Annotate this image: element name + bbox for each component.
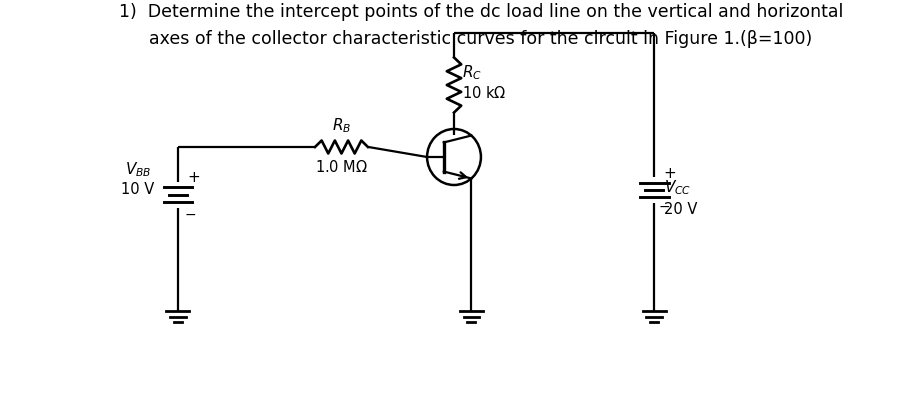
Text: −: − xyxy=(659,200,670,214)
Text: +: + xyxy=(187,171,200,185)
Text: 10 k$\Omega$: 10 k$\Omega$ xyxy=(462,85,506,101)
Text: 1.0 M$\Omega$: 1.0 M$\Omega$ xyxy=(315,159,368,175)
Text: $R_B$: $R_B$ xyxy=(332,116,351,135)
Text: 1)  Determine the intercept points of the dc load line on the vertical and horiz: 1) Determine the intercept points of the… xyxy=(119,3,843,21)
Text: 20 V: 20 V xyxy=(664,202,697,217)
Text: axes of the collector characteristic curves for the circuit in Figure 1.(β=100): axes of the collector characteristic cur… xyxy=(149,30,812,48)
Text: +: + xyxy=(664,166,677,181)
Text: $V_{CC}$: $V_{CC}$ xyxy=(664,179,691,197)
Text: $R_C$: $R_C$ xyxy=(462,64,481,82)
Text: −: − xyxy=(184,208,196,222)
Text: 10 V: 10 V xyxy=(121,183,154,198)
Text: $V_{BB}$: $V_{BB}$ xyxy=(124,161,151,179)
